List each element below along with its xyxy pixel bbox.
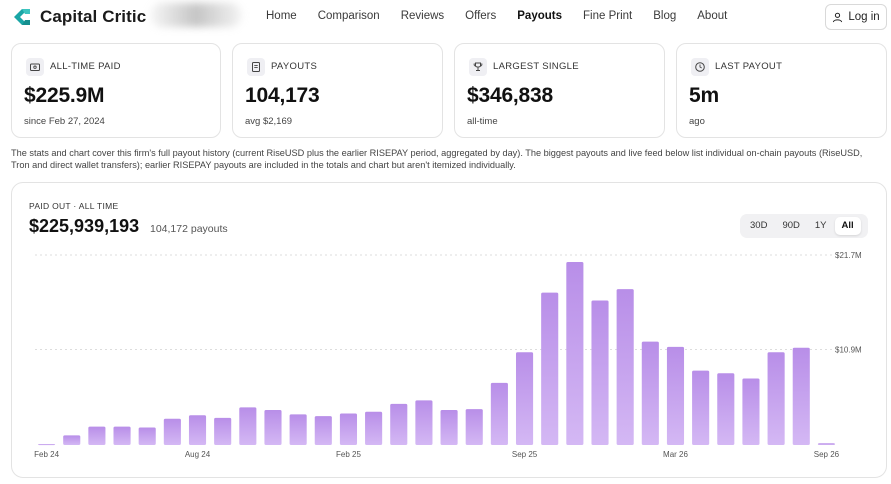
trophy-icon bbox=[469, 58, 487, 76]
bar-2025-12[interactable] bbox=[591, 300, 609, 445]
brand-name: Capital Critic bbox=[40, 7, 147, 26]
bar-2026-01[interactable] bbox=[616, 289, 634, 445]
user-icon bbox=[833, 12, 843, 22]
x-tick-label: Aug 24 bbox=[185, 450, 211, 459]
range-all-button[interactable]: All bbox=[834, 217, 861, 235]
bar-2026-08[interactable] bbox=[792, 347, 810, 445]
stat-subtext: ago bbox=[689, 116, 705, 127]
stat-card-payouts: Payouts 104,173 avg $2,169 bbox=[232, 43, 443, 138]
range-90d-button[interactable]: 90D bbox=[782, 220, 800, 231]
stat-card-last-payout: Last payout 5m ago bbox=[676, 43, 887, 138]
stat-label: Last payout bbox=[715, 61, 783, 72]
bar-2024-08[interactable] bbox=[188, 415, 207, 445]
top-navigation: Capital Critic Home Comparison Reviews O… bbox=[0, 0, 891, 38]
stat-label: All-time paid bbox=[50, 61, 121, 72]
bar-2025-09[interactable] bbox=[515, 352, 534, 445]
bar-2024-06[interactable] bbox=[138, 427, 156, 445]
bar-chart: $21.7M $10.9M Feb 24 Aug 24 Feb 25 Sep 25 Mar … bbox=[34, 251, 862, 459]
chart-eyebrow: Paid out · All time bbox=[29, 201, 119, 211]
chart-payout-count: 104,172 payouts bbox=[150, 223, 228, 235]
stat-value: 5m bbox=[689, 84, 719, 107]
y-tick-label: $21.7M bbox=[835, 251, 862, 260]
x-tick-label: Feb 24 bbox=[34, 450, 59, 459]
bar-2024-05[interactable] bbox=[113, 426, 131, 445]
nav-link-blog[interactable]: Blog bbox=[653, 10, 677, 22]
wallet-icon bbox=[26, 58, 44, 76]
bar-2026-05[interactable] bbox=[717, 373, 735, 445]
range-selector: 30D 90D 1Y All bbox=[740, 214, 868, 238]
nav-link-payouts[interactable]: Payouts bbox=[517, 10, 563, 22]
nav-link-reviews[interactable]: Reviews bbox=[400, 10, 445, 22]
bar-2025-06[interactable] bbox=[440, 409, 458, 445]
x-tick-label: Sep 26 bbox=[814, 450, 840, 459]
nav-link-offers[interactable]: Offers bbox=[465, 10, 497, 22]
stat-value: $225.9M bbox=[24, 84, 105, 107]
stat-label: Largest single bbox=[493, 61, 579, 72]
stat-subtext: avg $2,169 bbox=[245, 116, 293, 127]
bar-2025-01[interactable] bbox=[314, 416, 332, 445]
bar-2025-03[interactable] bbox=[365, 411, 383, 445]
stat-value: $346,838 bbox=[467, 84, 553, 107]
nav-link-comparison[interactable]: Comparison bbox=[317, 10, 380, 22]
x-tick-label: Sep 25 bbox=[512, 450, 538, 459]
brand-mark-icon bbox=[10, 5, 34, 29]
clock-icon bbox=[691, 58, 709, 76]
bar-2025-08[interactable] bbox=[490, 382, 508, 445]
bar-2026-04[interactable] bbox=[692, 370, 710, 445]
bar-2026-02[interactable] bbox=[641, 341, 659, 445]
bar-2024-09[interactable] bbox=[214, 417, 232, 445]
bar-2024-03[interactable] bbox=[63, 435, 81, 445]
bar-2024-12[interactable] bbox=[289, 414, 307, 445]
coverage-note: The stats and chart cover this firm's fu… bbox=[11, 148, 863, 170]
nav-link-about[interactable]: About bbox=[697, 10, 728, 22]
bar-2024-11[interactable] bbox=[264, 409, 282, 445]
payout-chart-card: Paid out · All time $225,939,193 104,172… bbox=[11, 182, 887, 478]
bar-2025-02[interactable] bbox=[339, 413, 358, 445]
range-30d-button[interactable]: 30D bbox=[750, 220, 768, 231]
bar-2024-07[interactable] bbox=[163, 418, 181, 445]
nav-link-home[interactable]: Home bbox=[266, 10, 297, 22]
x-tick-label: Mar 26 bbox=[663, 450, 688, 459]
nav-links: Home Comparison Reviews Offers Payouts F… bbox=[266, 10, 727, 22]
bar-2025-11[interactable] bbox=[566, 262, 584, 445]
stat-value: 104,173 bbox=[245, 84, 320, 107]
stat-label: Payouts bbox=[271, 61, 318, 72]
brand-logo[interactable]: Capital Critic bbox=[10, 5, 146, 29]
bar-2026-06[interactable] bbox=[742, 378, 760, 445]
bar-2025-04[interactable] bbox=[390, 403, 408, 445]
range-1y-button[interactable]: 1Y bbox=[814, 220, 827, 231]
bar-2024-10[interactable] bbox=[239, 407, 257, 445]
stat-subtext: all-time bbox=[467, 116, 498, 127]
chart-total: $225,939,193 bbox=[29, 216, 140, 236]
bar-2025-10[interactable] bbox=[541, 292, 559, 445]
y-tick-label: $10.9M bbox=[835, 346, 862, 355]
stat-subtext: since Feb 27, 2024 bbox=[24, 116, 105, 127]
bar-2026-03[interactable] bbox=[666, 346, 685, 445]
bar-2025-07[interactable] bbox=[465, 409, 483, 445]
stat-card-largest-single: Largest single $346,838 all-time bbox=[454, 43, 665, 138]
login-button[interactable]: Log in bbox=[825, 4, 887, 30]
bar-2024-02[interactable] bbox=[38, 444, 56, 446]
x-tick-label: Feb 25 bbox=[336, 450, 361, 459]
receipt-icon bbox=[247, 58, 265, 76]
redacted-area bbox=[150, 3, 242, 27]
bar-2025-05[interactable] bbox=[415, 400, 433, 445]
bar-2026-07[interactable] bbox=[767, 352, 785, 445]
stat-card-all-time-paid: All-time paid $225.9M since Feb 27, 2024 bbox=[11, 43, 221, 138]
bar-2026-09[interactable] bbox=[817, 443, 835, 445]
login-label: Log in bbox=[848, 11, 880, 23]
nav-link-fine-print[interactable]: Fine Print bbox=[583, 10, 633, 22]
bar-2024-04[interactable] bbox=[88, 426, 106, 445]
